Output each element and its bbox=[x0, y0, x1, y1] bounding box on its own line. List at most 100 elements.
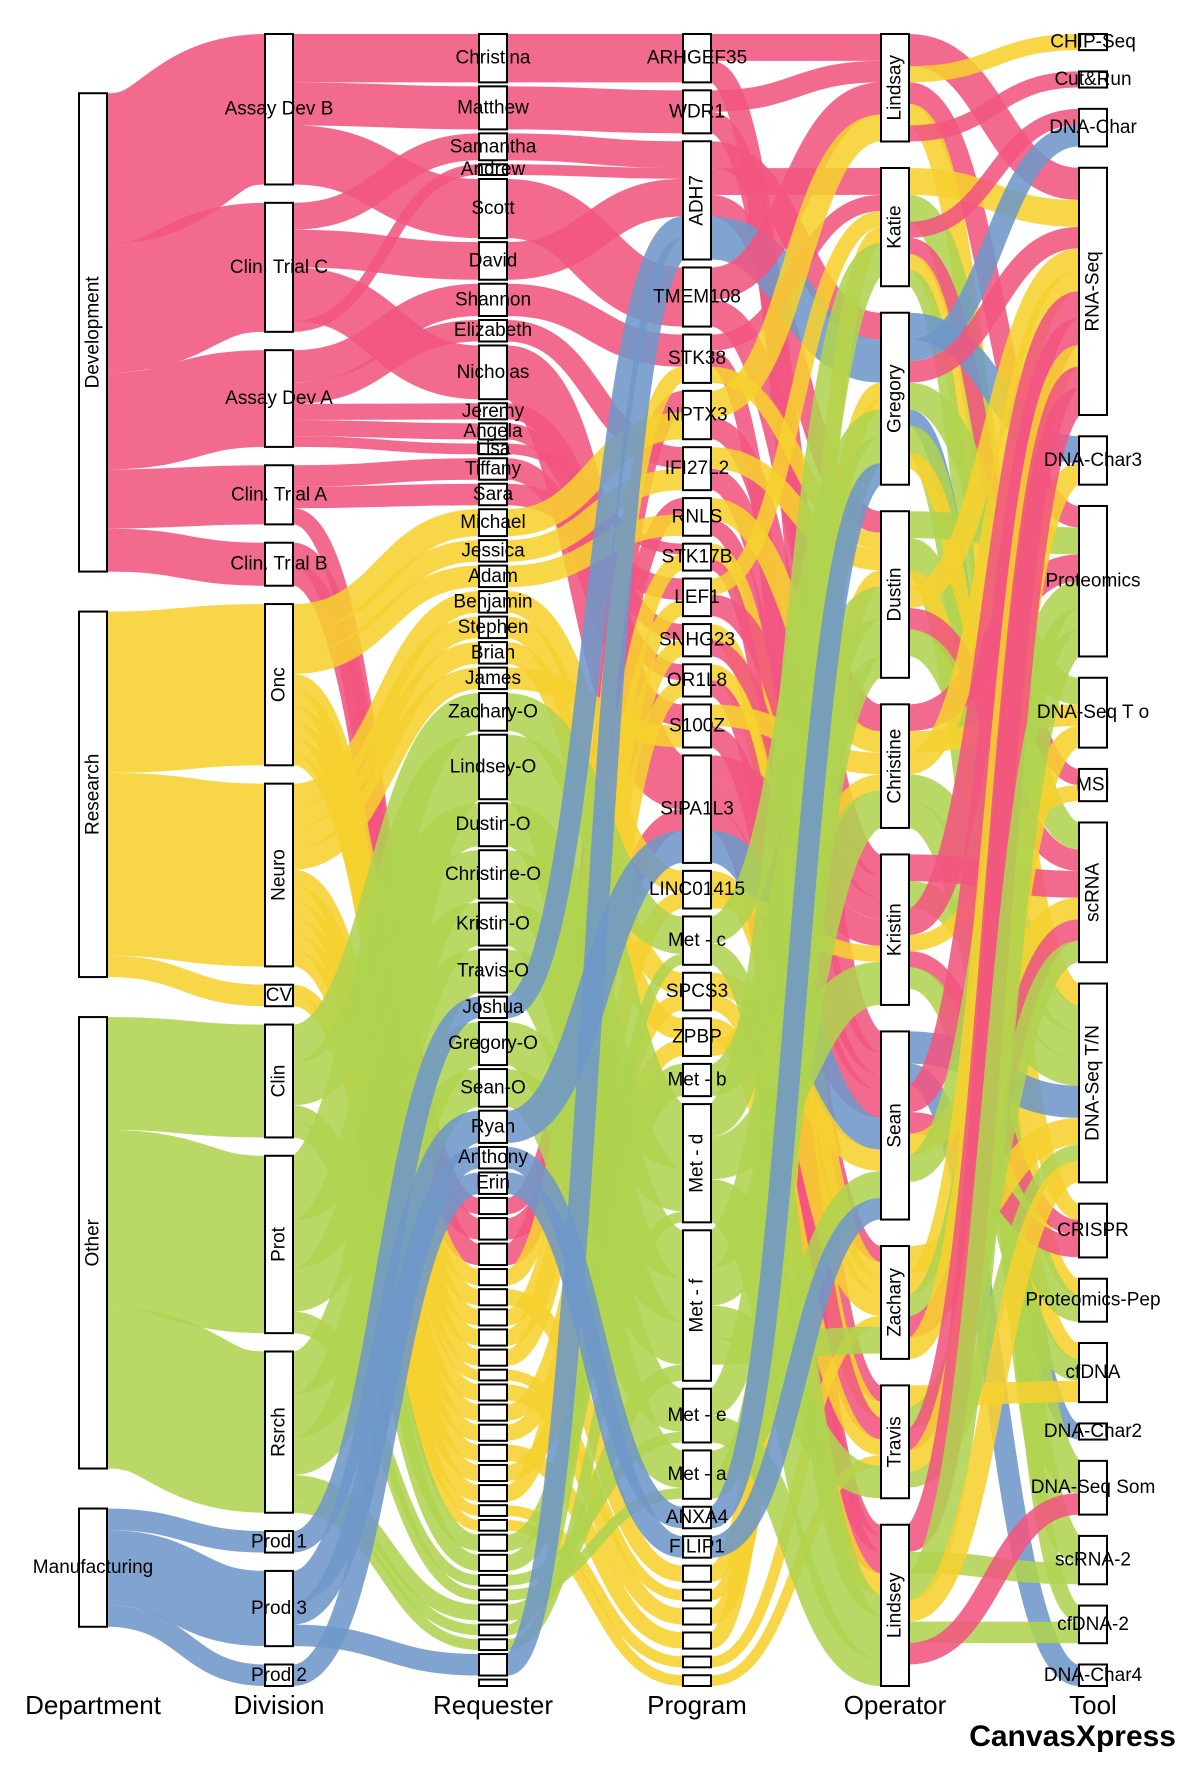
node-rect[interactable] bbox=[682, 1103, 712, 1224]
node-rect[interactable] bbox=[264, 33, 294, 186]
node[interactable]: Sean bbox=[880, 1030, 910, 1221]
node[interactable] bbox=[682, 1607, 712, 1626]
node-rect[interactable] bbox=[880, 703, 910, 829]
node-rect[interactable] bbox=[478, 1383, 508, 1402]
node[interactable] bbox=[478, 1328, 508, 1347]
node-rect[interactable] bbox=[682, 1607, 712, 1626]
node-rect[interactable] bbox=[478, 1217, 508, 1241]
node-rect[interactable] bbox=[682, 1062, 712, 1098]
node-rect[interactable] bbox=[682, 1674, 712, 1688]
node-rect[interactable] bbox=[264, 1154, 294, 1335]
node-rect[interactable] bbox=[682, 663, 712, 698]
node-rect[interactable] bbox=[478, 1443, 508, 1462]
node[interactable]: STK38 bbox=[668, 333, 726, 384]
node[interactable]: ADH7 bbox=[682, 140, 712, 261]
node[interactable] bbox=[478, 1638, 508, 1652]
node-rect[interactable] bbox=[478, 1653, 508, 1677]
node[interactable]: Lindsey-O bbox=[450, 733, 537, 801]
node-rect[interactable] bbox=[682, 333, 712, 384]
node-rect[interactable] bbox=[264, 464, 294, 526]
node-rect[interactable] bbox=[682, 1505, 712, 1530]
node[interactable]: scRNA bbox=[1078, 821, 1108, 964]
node[interactable] bbox=[478, 1368, 508, 1382]
node[interactable]: Jessica bbox=[461, 539, 525, 563]
node-rect[interactable] bbox=[478, 1588, 508, 1602]
node[interactable] bbox=[478, 1573, 508, 1587]
node-rect[interactable] bbox=[478, 948, 508, 994]
node-rect[interactable] bbox=[682, 266, 712, 328]
node-rect[interactable] bbox=[1078, 767, 1108, 803]
node-rect[interactable] bbox=[264, 1350, 294, 1514]
node[interactable]: Assay Dev B bbox=[225, 33, 334, 186]
node-rect[interactable] bbox=[478, 849, 508, 900]
node[interactable]: LEF1 bbox=[674, 577, 720, 618]
node-rect[interactable] bbox=[478, 641, 508, 665]
node[interactable]: Cut&Run bbox=[1054, 69, 1131, 90]
node-rect[interactable] bbox=[1078, 982, 1108, 1184]
node-rect[interactable] bbox=[478, 1268, 508, 1287]
node[interactable]: TMEM108 bbox=[653, 266, 741, 328]
node-rect[interactable] bbox=[1078, 166, 1108, 417]
node[interactable]: DNA-Char bbox=[1049, 107, 1137, 148]
node[interactable]: Sean-O bbox=[460, 1068, 526, 1108]
node[interactable]: DNA-Char4 bbox=[1044, 1663, 1143, 1687]
node[interactable] bbox=[478, 1603, 508, 1622]
node[interactable]: Dustin bbox=[880, 510, 910, 679]
node-rect[interactable] bbox=[880, 33, 910, 143]
node-rect[interactable] bbox=[478, 1308, 508, 1327]
node-rect[interactable] bbox=[1078, 676, 1108, 749]
node-rect[interactable] bbox=[478, 615, 508, 640]
node-rect[interactable] bbox=[264, 1663, 294, 1687]
node-rect[interactable] bbox=[1078, 1459, 1108, 1516]
node-rect[interactable] bbox=[478, 508, 508, 538]
node[interactable]: Met - b bbox=[667, 1062, 727, 1098]
node[interactable] bbox=[478, 1383, 508, 1402]
node-rect[interactable] bbox=[478, 666, 508, 691]
node-rect[interactable] bbox=[478, 1171, 508, 1195]
node-rect[interactable] bbox=[478, 344, 508, 401]
node-rect[interactable] bbox=[264, 1569, 294, 1648]
node[interactable]: Development bbox=[78, 92, 108, 573]
node-rect[interactable] bbox=[1078, 1422, 1108, 1441]
node[interactable]: Prot bbox=[264, 1154, 294, 1335]
node[interactable]: STK17B bbox=[662, 542, 733, 572]
node[interactable]: Benjamin bbox=[453, 590, 533, 614]
node[interactable] bbox=[478, 1484, 508, 1503]
node-rect[interactable] bbox=[264, 1530, 294, 1554]
node[interactable]: Nicholas bbox=[457, 344, 530, 401]
node-rect[interactable] bbox=[478, 1603, 508, 1622]
node-rect[interactable] bbox=[478, 1109, 508, 1144]
node-rect[interactable] bbox=[478, 1145, 508, 1170]
node-rect[interactable] bbox=[682, 754, 712, 864]
node[interactable]: RNLS bbox=[672, 497, 723, 537]
node[interactable] bbox=[478, 1288, 508, 1307]
node[interactable]: Clin. Trial B bbox=[230, 541, 328, 587]
node[interactable]: Clin. Trial C bbox=[230, 201, 328, 333]
node[interactable] bbox=[478, 1533, 508, 1552]
node[interactable]: Lisa bbox=[476, 438, 511, 459]
node-rect[interactable] bbox=[682, 1387, 712, 1444]
node[interactable]: MSI bbox=[1076, 767, 1110, 803]
node-rect[interactable] bbox=[682, 703, 712, 749]
node[interactable]: Manufacturing bbox=[33, 1507, 153, 1628]
node[interactable]: Jeremy bbox=[462, 401, 525, 422]
node-rect[interactable] bbox=[478, 33, 508, 84]
node-rect[interactable] bbox=[478, 482, 508, 507]
node-rect[interactable] bbox=[682, 1655, 712, 1669]
node-rect[interactable] bbox=[682, 1631, 712, 1650]
node[interactable]: Brian bbox=[471, 641, 515, 665]
node-rect[interactable] bbox=[478, 177, 508, 240]
node-rect[interactable] bbox=[1078, 33, 1108, 52]
node[interactable] bbox=[478, 1653, 508, 1677]
node[interactable]: Research bbox=[78, 610, 108, 979]
node-rect[interactable] bbox=[682, 1017, 712, 1057]
node[interactable]: Met - d bbox=[682, 1103, 712, 1224]
node-rect[interactable] bbox=[478, 282, 508, 317]
node[interactable]: DNA-Char3 bbox=[1044, 435, 1142, 486]
node[interactable]: Ryan bbox=[471, 1109, 515, 1144]
node[interactable]: Clin. Trial A bbox=[231, 464, 327, 526]
node[interactable]: Prod 2 bbox=[251, 1663, 307, 1687]
node-rect[interactable] bbox=[478, 163, 508, 176]
node[interactable] bbox=[682, 1564, 712, 1583]
node-rect[interactable] bbox=[1078, 1342, 1108, 1404]
